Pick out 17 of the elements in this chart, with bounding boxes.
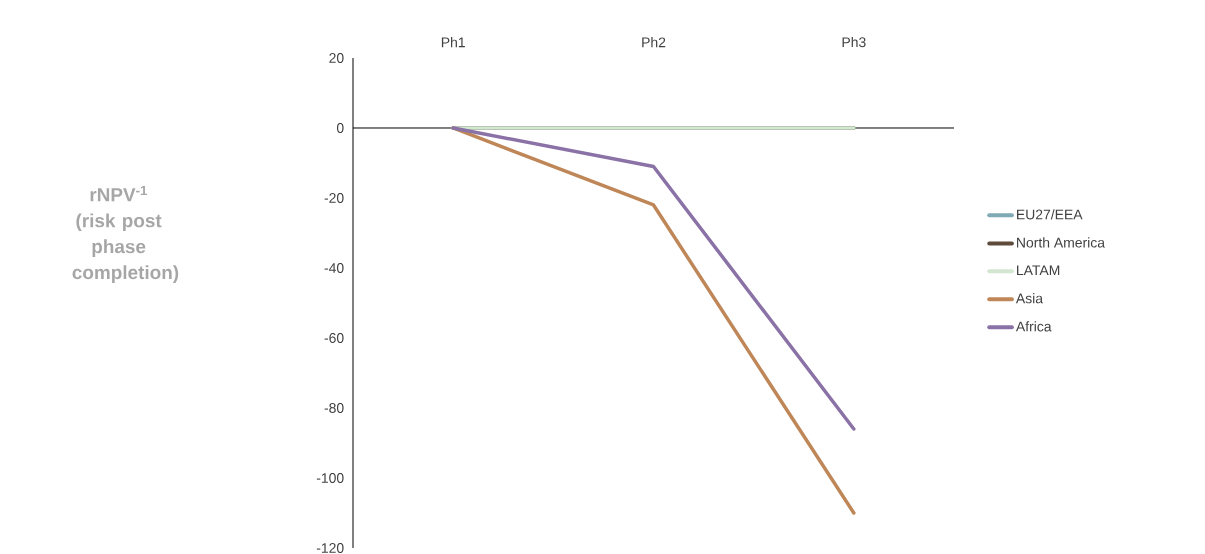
y-tick-label: 0 <box>336 123 344 133</box>
legend-label: North America <box>1017 237 1106 248</box>
x-tick-label: Ph1 <box>441 37 465 48</box>
y-tick-label: -100 <box>316 473 344 483</box>
text: rNPV$^{-1}$ (risk post phase completion) <box>72 185 179 283</box>
y-tick-label: 20 <box>329 53 344 63</box>
legend-label: Africa <box>1015 321 1052 332</box>
y-tick-label: -40 <box>324 263 344 273</box>
y-tick-label: -60 <box>324 333 344 343</box>
x-tick-label: Ph2 <box>642 37 666 48</box>
x-tick-label: Ph3 <box>842 36 866 48</box>
y-tick-label: -20 <box>324 193 344 203</box>
y-tick-label: -80 <box>324 403 344 413</box>
y-tick-label: -120 <box>316 543 344 553</box>
legend-label: Asia <box>1015 293 1044 304</box>
legend-label: LATAM <box>1017 265 1060 276</box>
legend-label: EU27/EEA <box>1017 209 1083 220</box>
